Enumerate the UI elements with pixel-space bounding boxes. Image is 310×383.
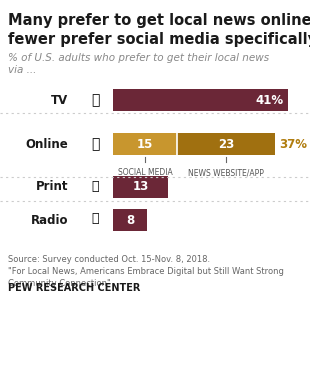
Text: 📰: 📰 [91,180,99,193]
Text: NEWS WEBSITE/APP: NEWS WEBSITE/APP [188,168,264,177]
Text: 📻: 📻 [91,213,99,226]
FancyBboxPatch shape [113,209,147,231]
FancyBboxPatch shape [113,89,288,111]
Text: PEW RESEARCH CENTER: PEW RESEARCH CENTER [8,283,140,293]
Text: 📺: 📺 [91,93,99,107]
Text: 37%: 37% [279,137,307,151]
Text: TV: TV [51,93,68,106]
Text: 🖱: 🖱 [91,137,99,151]
Text: Many prefer to get local news online;
fewer prefer social media specifically: Many prefer to get local news online; fe… [8,13,310,47]
Text: SOCIAL MEDIA: SOCIAL MEDIA [117,168,172,177]
FancyBboxPatch shape [113,176,169,198]
Text: 41%: 41% [256,93,284,106]
Text: Print: Print [36,180,68,193]
Text: 15: 15 [137,137,153,151]
Text: 13: 13 [133,180,149,193]
Text: Source: Survey conducted Oct. 15-Nov. 8, 2018.
"For Local News, Americans Embrac: Source: Survey conducted Oct. 15-Nov. 8,… [8,255,284,288]
Text: Online: Online [25,137,68,151]
Text: Radio: Radio [30,213,68,226]
FancyBboxPatch shape [177,133,275,155]
Text: % of U.S. adults who prefer to get their local news
via ...: % of U.S. adults who prefer to get their… [8,53,269,75]
Text: 23: 23 [218,137,234,151]
FancyBboxPatch shape [113,133,177,155]
Text: 8: 8 [126,213,134,226]
